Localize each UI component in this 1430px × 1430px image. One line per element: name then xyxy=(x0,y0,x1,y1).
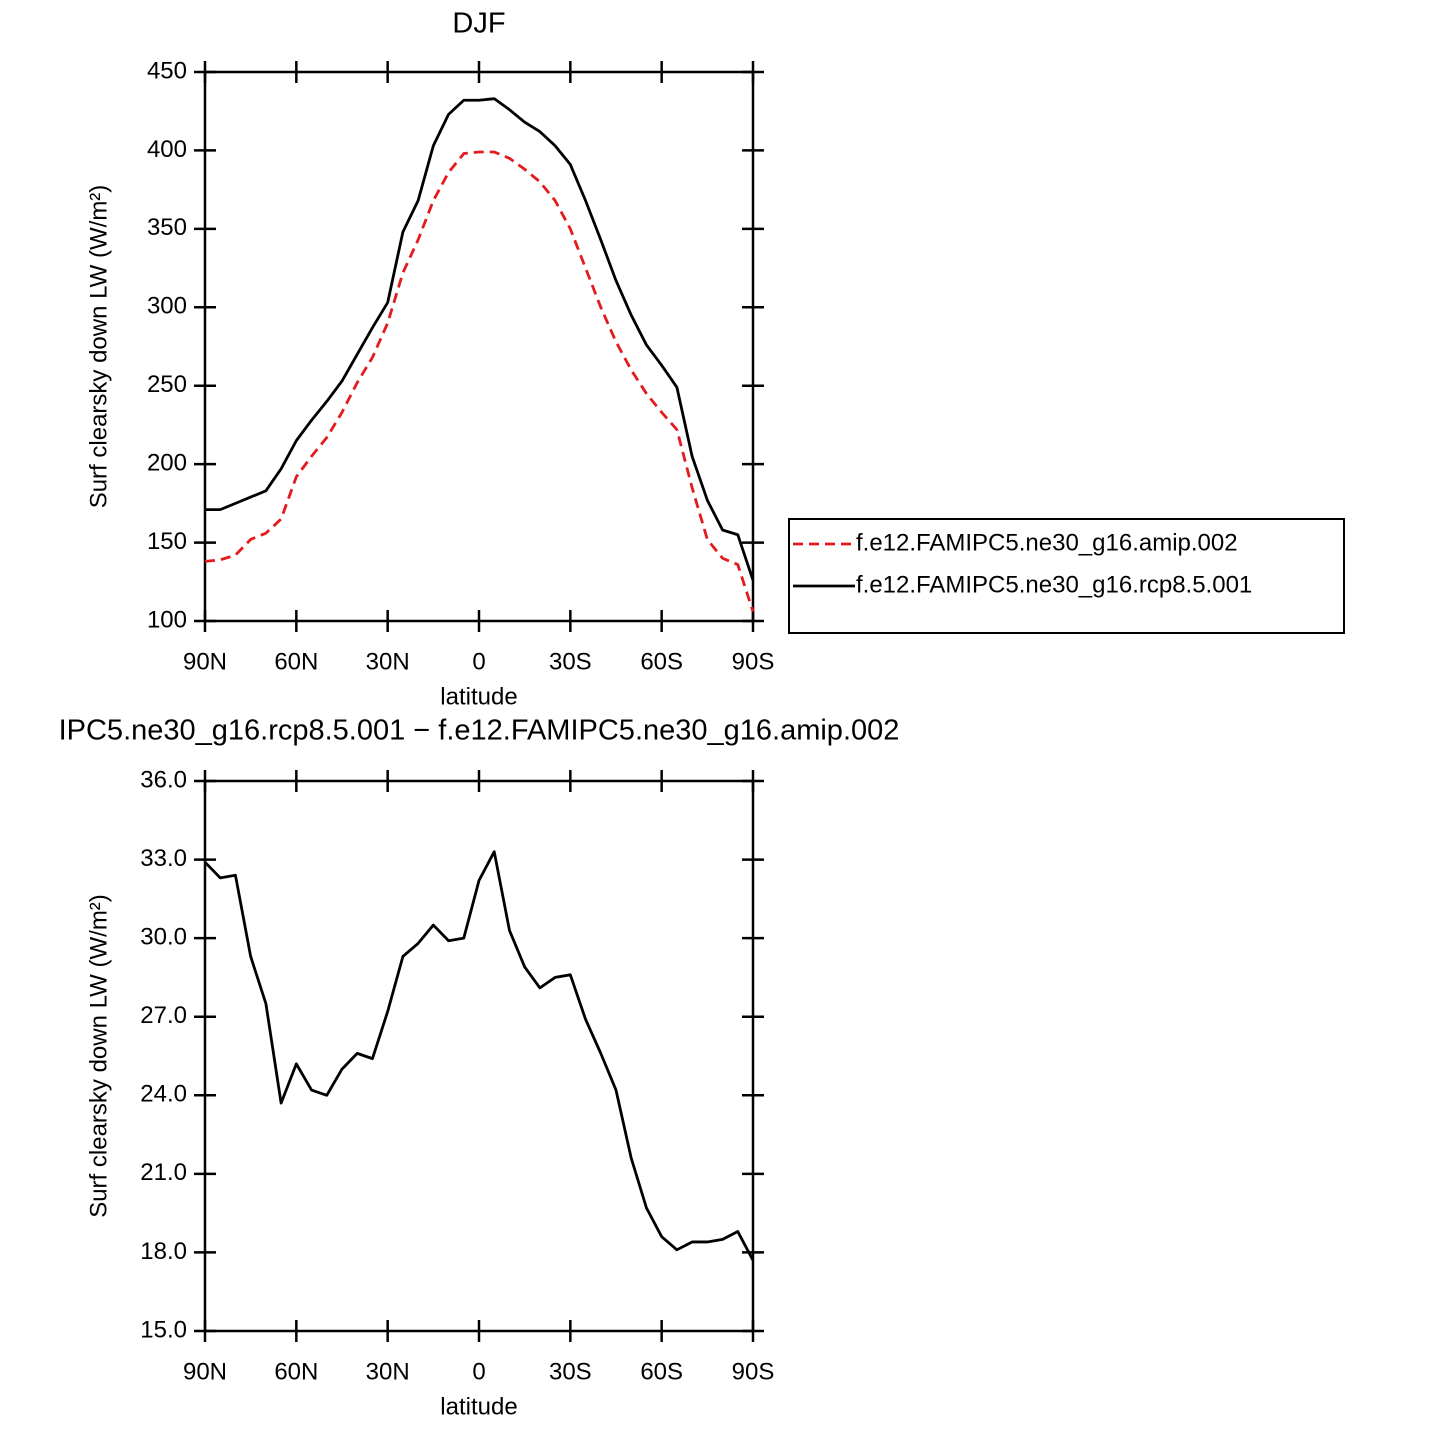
x-tick-label: 0 xyxy=(472,648,485,675)
y-tick-label: 21.0 xyxy=(140,1159,187,1186)
x-tick-label: 90N xyxy=(183,648,227,675)
y-tick-label: 24.0 xyxy=(140,1081,187,1108)
x-tick-label: 0 xyxy=(472,1358,485,1385)
series-line xyxy=(204,150,755,613)
y-tick-label: 400 xyxy=(147,136,187,163)
y-tick-label: 36.0 xyxy=(140,766,187,793)
x-tick-label: 90S xyxy=(732,1358,775,1385)
x-tick-label: 30N xyxy=(366,1358,410,1385)
y-tick-label: 300 xyxy=(147,293,187,320)
plot-frame xyxy=(203,70,755,623)
legend-box xyxy=(788,518,1345,634)
x-tick-label: 60N xyxy=(274,1358,318,1385)
x-axis-label: latitude xyxy=(440,1393,517,1420)
y-tick-label: 350 xyxy=(147,214,187,241)
x-tick-label: 60S xyxy=(640,648,683,675)
y-tick-label: 15.0 xyxy=(140,1316,187,1343)
x-axis-label: latitude xyxy=(440,683,517,710)
series-line xyxy=(203,850,755,1261)
x-tick-label: 30S xyxy=(549,1358,592,1385)
y-tick-label: 33.0 xyxy=(140,845,187,872)
y-tick-label: 27.0 xyxy=(140,1002,187,1029)
x-tick-label: 60N xyxy=(274,648,318,675)
y-tick-label: 450 xyxy=(147,57,187,84)
x-tick-label: 90S xyxy=(732,648,775,675)
chart-title: IPC5.ne30_g16.rcp8.5.001 − f.e12.FAMIPC5… xyxy=(59,715,900,747)
series-line xyxy=(205,97,755,581)
plot-frame xyxy=(203,779,755,1333)
y-tick-label: 150 xyxy=(147,528,187,555)
x-tick-label: 30N xyxy=(366,648,410,675)
x-tick-label: 60S xyxy=(640,1358,683,1385)
x-tick-label: 30S xyxy=(549,648,592,675)
y-tick-label: 200 xyxy=(147,449,187,476)
y-tick-label: 250 xyxy=(147,371,187,398)
y-axis-label: Surf clearsky down LW (W/m²) xyxy=(85,894,112,1218)
legend-label: f.e12.FAMIPC5.ne30_g16.amip.002 xyxy=(856,529,1238,556)
y-tick-label: 100 xyxy=(147,606,187,633)
y-tick-label: 30.0 xyxy=(140,923,187,950)
chart-title: DJF xyxy=(452,8,505,40)
x-tick-label: 90N xyxy=(183,1358,227,1385)
y-axis-label: Surf clearsky down LW (W/m²) xyxy=(85,185,112,509)
legend-label: f.e12.FAMIPC5.ne30_g16.rcp8.5.001 xyxy=(856,571,1252,598)
y-tick-label: 18.0 xyxy=(140,1238,187,1265)
